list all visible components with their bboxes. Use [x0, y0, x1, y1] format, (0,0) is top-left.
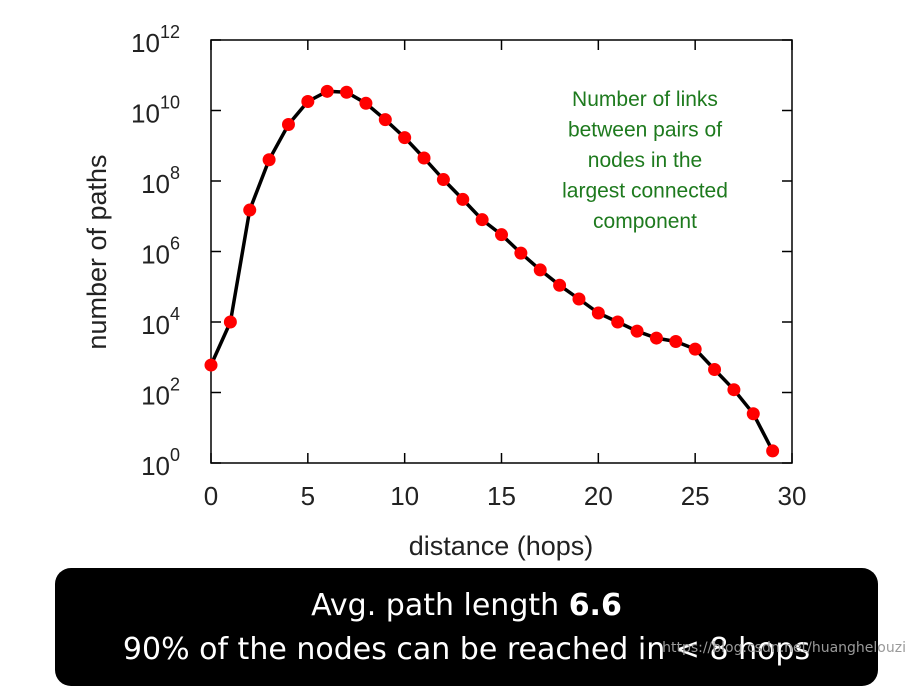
data-point: [320, 84, 334, 98]
series-line: [209, 89, 775, 452]
data-point: [281, 118, 295, 132]
data-point: [398, 131, 412, 145]
data-point: [475, 213, 489, 227]
data-point: [630, 324, 644, 338]
annotation-line: Number of links: [572, 88, 718, 111]
banner-prefix: Avg. path length: [311, 588, 569, 623]
data-point: [669, 334, 683, 348]
axis-ticks: [210, 39, 793, 464]
data-point: [378, 113, 392, 127]
data-point: [572, 292, 586, 306]
x-tick-label: 30: [778, 481, 807, 511]
y-tick-label: 106: [141, 234, 180, 270]
data-point: [262, 153, 276, 167]
annotation-line: largest connected: [562, 180, 728, 203]
data-point: [727, 383, 741, 397]
chart-annotation: Number of links between pairs of nodes in …: [562, 88, 728, 233]
data-points: [204, 84, 780, 458]
data-point: [204, 358, 218, 372]
data-point: [611, 315, 625, 329]
data-point: [766, 444, 780, 458]
data-point: [436, 173, 450, 187]
x-tick-label: 20: [584, 481, 613, 511]
annotation-line: component: [593, 210, 697, 233]
data-point: [417, 151, 431, 165]
y-tick-label: 102: [141, 375, 180, 411]
y-tick-label: 100: [141, 445, 180, 481]
x-tick-label: 10: [390, 481, 419, 511]
x-tick-label: 5: [301, 481, 315, 511]
x-axis-title: distance (hops): [409, 531, 594, 561]
chart: 0 5 10 15 20 25 30 100 102 104 106 108 1010 1012 dis…: [82, 22, 807, 561]
x-tick-label: 25: [681, 481, 710, 511]
data-point: [223, 315, 237, 329]
data-point: [243, 203, 257, 217]
data-point: [591, 306, 605, 320]
data-point: [456, 192, 470, 206]
data-point: [649, 331, 663, 345]
y-tick-label: 1010: [131, 93, 180, 129]
x-tick-label: 15: [487, 481, 516, 511]
annotation-line: nodes in the: [588, 149, 702, 172]
y-tick-label: 108: [141, 163, 180, 199]
data-point: [495, 228, 508, 242]
data-point: [533, 263, 547, 277]
y-tick-label: 104: [141, 304, 180, 340]
data-point: [746, 407, 760, 421]
summary-banner: Avg. path length 6.6 90% of the nodes ca…: [55, 568, 878, 686]
data-point: [514, 246, 528, 260]
annotation-line: between pairs of: [568, 119, 722, 142]
x-tick-label: 0: [204, 481, 218, 511]
y-tick-label: 1012: [131, 22, 180, 58]
data-point: [553, 278, 567, 292]
watermark: https://blog.csdn.net/huanghelouzi: [662, 640, 906, 656]
banner-line-1: Avg. path length 6.6: [55, 584, 878, 628]
data-point: [301, 95, 315, 109]
banner-line-2: 90% of the nodes can be reached in < 8 h…: [122, 632, 811, 667]
x-tick-labels: 0 5 10 15 20 25 30: [204, 481, 807, 511]
y-tick-labels: 100 102 104 106 108 1010 1012: [131, 22, 180, 481]
data-point: [359, 96, 373, 110]
y-axis-title: number of paths: [82, 154, 112, 349]
data-point: [708, 362, 722, 376]
banner-value: 6.6: [568, 588, 622, 623]
data-point: [340, 85, 354, 99]
data-point: [688, 342, 702, 356]
